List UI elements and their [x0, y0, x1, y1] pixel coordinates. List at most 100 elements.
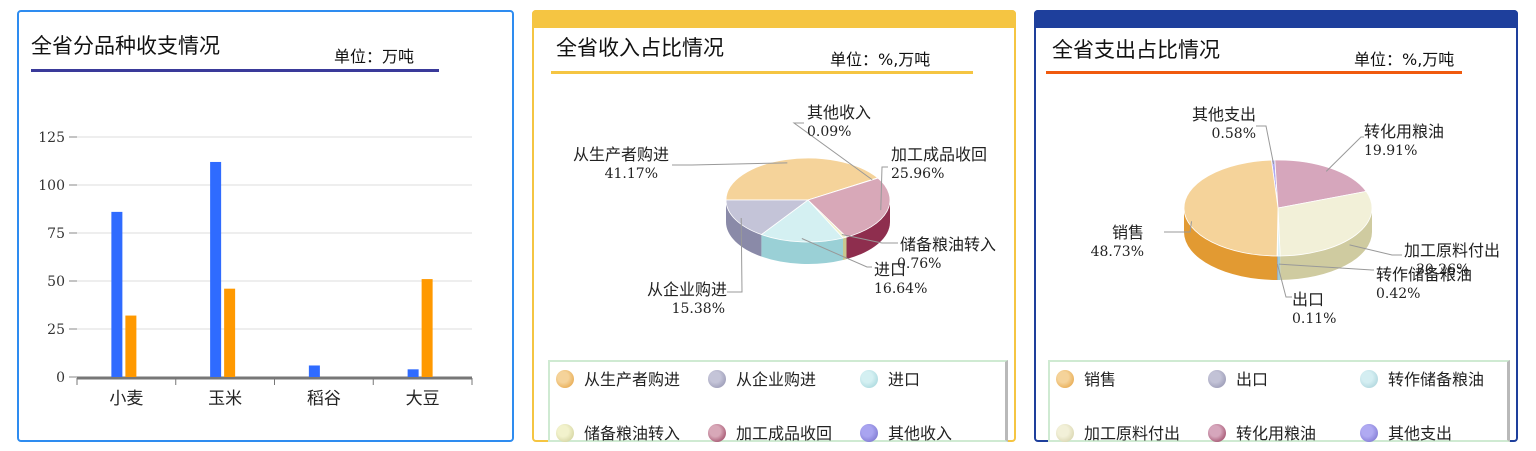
bar	[421, 279, 433, 377]
pie-slice	[1274, 159, 1367, 209]
panel-topbar	[532, 10, 1016, 28]
legend-label: 出口	[1236, 370, 1269, 389]
legend-label: 进口	[888, 370, 921, 389]
legend-swatch	[708, 370, 726, 388]
slice-value-label: 19.91%	[1364, 143, 1417, 159]
leader-line	[801, 238, 872, 268]
leader-line	[841, 234, 898, 244]
category-label: 小麦	[109, 389, 143, 409]
y-tick-label: 75	[47, 226, 65, 242]
legend-label: 转作储备粮油	[1388, 370, 1485, 389]
legend-item[interactable]: 转化用粮油	[1208, 420, 1316, 444]
slice-value-label: 30.26%	[1416, 262, 1469, 278]
title-underline	[31, 69, 439, 72]
panel-title: 全省支出占比情况	[1052, 38, 1220, 62]
slice-value-label: 15.38%	[672, 301, 725, 317]
leader-line	[1256, 125, 1275, 164]
chart-legend: 销售 出口 转作储备粮油加工原料付出 转化用粮油 其他支出	[1048, 360, 1510, 444]
legend-swatch	[1360, 370, 1378, 388]
leader-line	[1164, 221, 1193, 233]
legend-swatch	[860, 424, 878, 442]
unit-label: 单位：%,万吨	[830, 50, 931, 69]
legend-swatch	[1360, 424, 1378, 442]
legend-item[interactable]: 销售	[1056, 366, 1116, 390]
legend-swatch	[556, 370, 574, 388]
chart-legend: 从生产者购进 从企业购进 进口储备粮油转入 加工成品收回 其他收入	[548, 360, 1008, 444]
legend-item[interactable]: 其他支出	[1360, 420, 1452, 444]
title-underline	[1046, 71, 1462, 74]
pie-slice	[760, 199, 844, 243]
panel-title: 全省分品种收支情况	[31, 34, 220, 58]
bar	[407, 369, 419, 377]
income-pie-chart: 从生产者购进 41.17% 其他收入 0.09% 加工成品收回 25.96% 储备粮油转入 0…	[573, 103, 996, 317]
pie-slice-side	[761, 234, 844, 264]
slice-value-label: 16.64%	[874, 281, 927, 297]
pie-slice	[725, 199, 810, 236]
slice-label: 从生产者购进	[573, 145, 669, 164]
title-underline	[551, 71, 973, 74]
leader-line	[1278, 263, 1374, 271]
category-label: 大豆	[406, 389, 440, 409]
y-tick-label: 0	[56, 370, 65, 386]
slice-label: 转化用粮油	[1364, 122, 1444, 141]
pie-slice-side	[1184, 208, 1278, 280]
legend-item[interactable]: 加工成品收回	[708, 420, 832, 444]
leader-line	[1276, 264, 1292, 298]
legend-label: 储备粮油转入	[584, 424, 681, 443]
slice-value-label: 41.17%	[605, 166, 658, 182]
leader-line	[880, 166, 888, 211]
slice-value-label: 25.96%	[891, 166, 944, 182]
leader-line	[1325, 136, 1364, 172]
legend-label: 从企业购进	[736, 370, 817, 389]
pie-slice	[1277, 190, 1373, 257]
expense-pie-chart: 其他支出 0.58% 转化用粮油 19.91% 加工原料付出 30.26%转作储备粮油 0.…	[1091, 105, 1500, 327]
legend-label: 从生产者购进	[584, 370, 681, 389]
leader-line	[792, 122, 873, 181]
legend-swatch	[1056, 424, 1074, 442]
legend-item[interactable]: 进口	[860, 366, 920, 390]
y-tick-label: 100	[38, 178, 65, 194]
leader-line	[1349, 244, 1402, 256]
slice-label: 进口	[874, 260, 906, 279]
slice-label: 加工原料付出	[1404, 241, 1500, 260]
slice-value-label: 0.58%	[1212, 126, 1256, 142]
bar	[308, 365, 320, 377]
pie-slice-side	[846, 200, 890, 260]
slice-label: 出口	[1292, 290, 1324, 309]
legend-swatch	[708, 424, 726, 442]
category-label: 玉米	[208, 389, 242, 409]
legend-item[interactable]: 从企业购进	[708, 366, 816, 390]
bar	[125, 315, 137, 377]
slice-label: 转作储备粮油	[1376, 265, 1472, 284]
legend-item[interactable]: 转作储备粮油	[1360, 366, 1484, 390]
bar	[111, 211, 123, 377]
pie-slice-side	[843, 237, 847, 260]
legend-item[interactable]: 储备粮油转入	[556, 420, 680, 444]
legend-swatch	[1208, 424, 1226, 442]
income-pie-panel: 全省收入占比情况 单位：%,万吨 从生产者购进 41.17% 其他收入 0.09% 加工…	[532, 10, 1016, 444]
bar-chart: 0 25 50 75 100 125 小麦 玉米 稻谷 大豆	[38, 130, 473, 409]
slice-value-label: 0.76%	[897, 256, 941, 272]
legend-swatch	[1056, 370, 1074, 388]
legend-item[interactable]: 加工原料付出	[1056, 420, 1180, 444]
pie-slice	[807, 177, 891, 238]
slice-value-label: 0.09%	[807, 124, 851, 140]
expense-pie-panel: 全省支出占比情况 单位：%,万吨 其他支出 0.58% 转化用粮油 19.91% 加工原…	[1034, 10, 1518, 444]
category-label: 稻谷	[307, 389, 341, 409]
panel-topbar	[1034, 10, 1518, 28]
slice-value-label: 0.42%	[1376, 286, 1420, 302]
leader-line	[672, 162, 788, 166]
slice-label: 其他收入	[807, 103, 871, 122]
slice-label: 储备粮油转入	[900, 235, 996, 254]
panel-title: 全省收入占比情况	[556, 36, 724, 60]
slice-value-label: 0.11%	[1292, 311, 1336, 327]
legend-item[interactable]: 出口	[1208, 366, 1268, 390]
slice-label: 销售	[1112, 223, 1144, 242]
legend-item[interactable]: 其他收入	[860, 420, 952, 444]
y-tick-label: 125	[38, 130, 65, 146]
pie-slice	[1183, 159, 1279, 257]
legend-label: 转化用粮油	[1236, 424, 1317, 443]
legend-label: 加工成品收回	[736, 424, 833, 443]
slice-label: 其他支出	[1192, 105, 1256, 124]
legend-item[interactable]: 从生产者购进	[556, 366, 680, 390]
